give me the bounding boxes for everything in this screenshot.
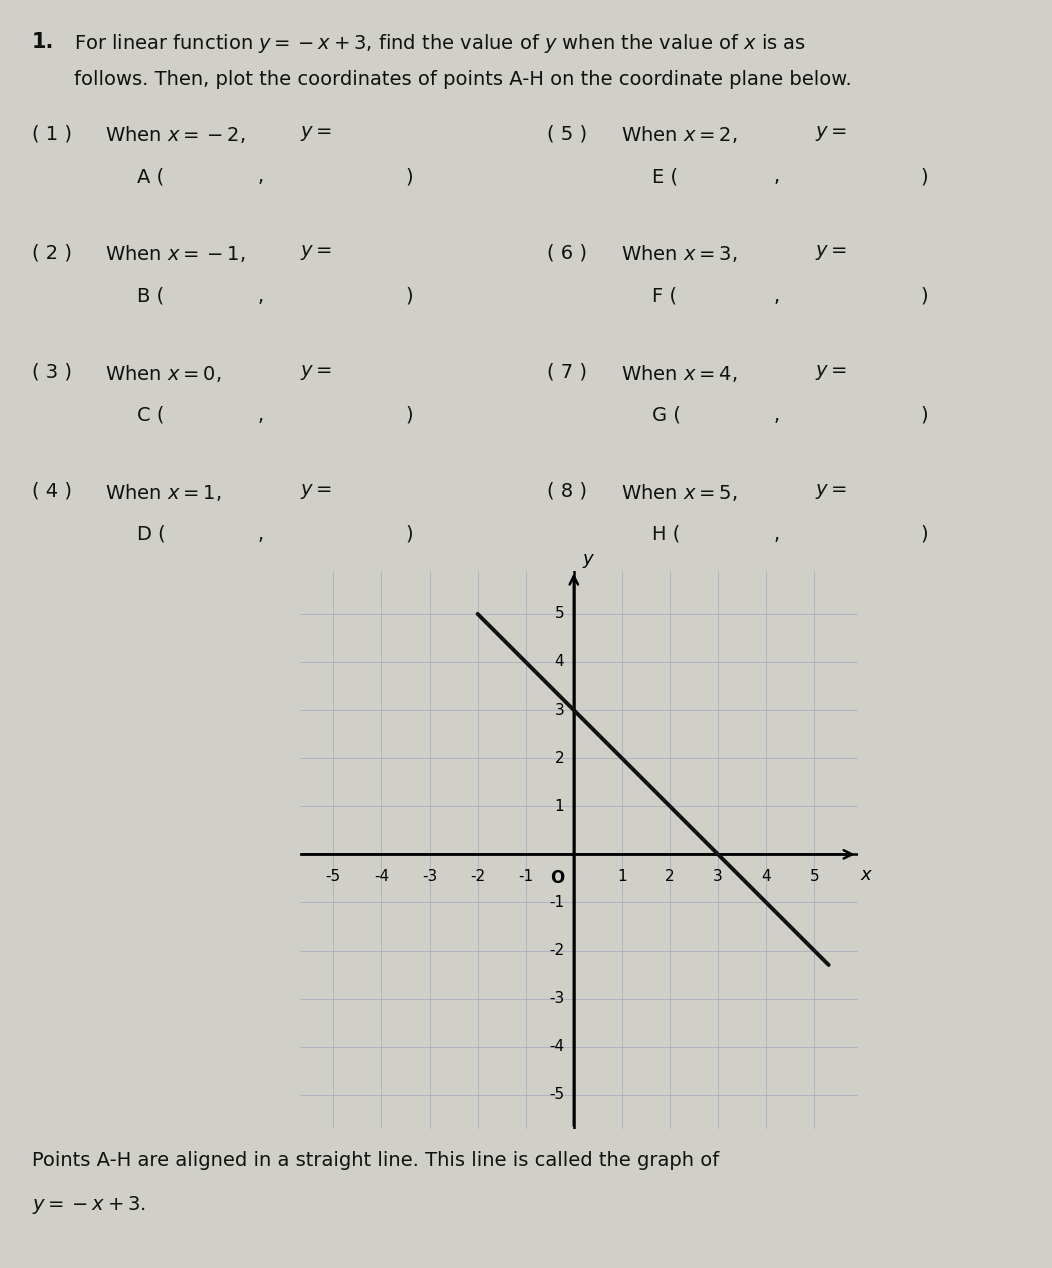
Text: $y =$: $y =$ bbox=[300, 243, 332, 262]
Text: $y =$: $y =$ bbox=[300, 482, 332, 501]
Text: -2: -2 bbox=[549, 943, 564, 959]
Text: ): ) bbox=[405, 525, 412, 544]
Text: 4: 4 bbox=[554, 654, 564, 670]
Text: -5: -5 bbox=[326, 869, 341, 884]
Text: $y = -x + 3$.: $y = -x + 3$. bbox=[32, 1194, 145, 1216]
Text: -3: -3 bbox=[549, 992, 564, 1007]
Text: $x$: $x$ bbox=[859, 866, 873, 884]
Text: ,: , bbox=[773, 525, 780, 544]
Text: $y =$: $y =$ bbox=[300, 124, 332, 143]
Text: H (: H ( bbox=[652, 525, 681, 544]
Text: ): ) bbox=[405, 167, 412, 186]
Text: ,: , bbox=[773, 406, 780, 425]
Text: -3: -3 bbox=[422, 869, 438, 884]
Text: ): ) bbox=[920, 406, 928, 425]
Text: -4: -4 bbox=[549, 1040, 564, 1054]
Text: ,: , bbox=[773, 287, 780, 306]
Text: ( 2 ): ( 2 ) bbox=[32, 243, 72, 262]
Text: When $x = 4$,: When $x = 4$, bbox=[621, 363, 737, 384]
Text: F (: F ( bbox=[652, 287, 677, 306]
Text: D (: D ( bbox=[137, 525, 165, 544]
Text: ( 7 ): ( 7 ) bbox=[547, 363, 587, 382]
Text: ,: , bbox=[258, 167, 264, 186]
Text: 1: 1 bbox=[618, 869, 627, 884]
Text: ( 5 ): ( 5 ) bbox=[547, 124, 587, 143]
Text: ,: , bbox=[258, 287, 264, 306]
Text: ,: , bbox=[258, 406, 264, 425]
Text: ( 3 ): ( 3 ) bbox=[32, 363, 72, 382]
Text: 3: 3 bbox=[554, 702, 564, 718]
Text: E (: E ( bbox=[652, 167, 679, 186]
Text: Points A-H are aligned in a straight line. This line is called the graph of: Points A-H are aligned in a straight lin… bbox=[32, 1151, 719, 1170]
Text: $y =$: $y =$ bbox=[815, 363, 848, 382]
Text: 5: 5 bbox=[554, 606, 564, 621]
Text: ( 4 ): ( 4 ) bbox=[32, 482, 72, 501]
Text: When $x = -2$,: When $x = -2$, bbox=[105, 124, 245, 146]
Text: A (: A ( bbox=[137, 167, 164, 186]
Text: follows. Then, plot the coordinates of points A-H on the coordinate plane below.: follows. Then, plot the coordinates of p… bbox=[74, 70, 851, 89]
Text: ): ) bbox=[920, 287, 928, 306]
Text: O: O bbox=[550, 869, 564, 886]
Text: 5: 5 bbox=[809, 869, 820, 884]
Text: ,: , bbox=[258, 525, 264, 544]
Text: For linear function $y = -x + 3$, find the value of $y$ when the value of $x$ is: For linear function $y = -x + 3$, find t… bbox=[74, 32, 806, 55]
Text: $y$: $y$ bbox=[583, 552, 595, 569]
Text: G (: G ( bbox=[652, 406, 681, 425]
Text: -1: -1 bbox=[549, 895, 564, 910]
Text: ( 6 ): ( 6 ) bbox=[547, 243, 587, 262]
Text: When $x = 3$,: When $x = 3$, bbox=[621, 243, 737, 265]
Text: -4: -4 bbox=[373, 869, 389, 884]
Text: When $x = 5$,: When $x = 5$, bbox=[621, 482, 737, 503]
Text: ): ) bbox=[920, 167, 928, 186]
Text: 1.: 1. bbox=[32, 32, 54, 52]
Text: ): ) bbox=[405, 406, 412, 425]
Text: $y =$: $y =$ bbox=[300, 363, 332, 382]
Text: C (: C ( bbox=[137, 406, 164, 425]
Text: 3: 3 bbox=[713, 869, 723, 884]
Text: 4: 4 bbox=[762, 869, 771, 884]
Text: When $x = 1$,: When $x = 1$, bbox=[105, 482, 222, 503]
Text: B (: B ( bbox=[137, 287, 164, 306]
Text: ): ) bbox=[405, 287, 412, 306]
Text: ( 8 ): ( 8 ) bbox=[547, 482, 587, 501]
Text: When $x = 2$,: When $x = 2$, bbox=[621, 124, 737, 146]
Text: ( 1 ): ( 1 ) bbox=[32, 124, 72, 143]
Text: 1: 1 bbox=[554, 799, 564, 814]
Text: ,: , bbox=[773, 167, 780, 186]
Text: ): ) bbox=[920, 525, 928, 544]
Text: 2: 2 bbox=[665, 869, 674, 884]
Text: 2: 2 bbox=[554, 751, 564, 766]
Text: $y =$: $y =$ bbox=[815, 482, 848, 501]
Text: $y =$: $y =$ bbox=[815, 243, 848, 262]
Text: When $x = 0$,: When $x = 0$, bbox=[105, 363, 222, 384]
Text: -1: -1 bbox=[519, 869, 533, 884]
Text: -5: -5 bbox=[549, 1088, 564, 1102]
Text: When $x = -1$,: When $x = -1$, bbox=[105, 243, 245, 265]
Text: -2: -2 bbox=[470, 869, 485, 884]
Text: $y =$: $y =$ bbox=[815, 124, 848, 143]
